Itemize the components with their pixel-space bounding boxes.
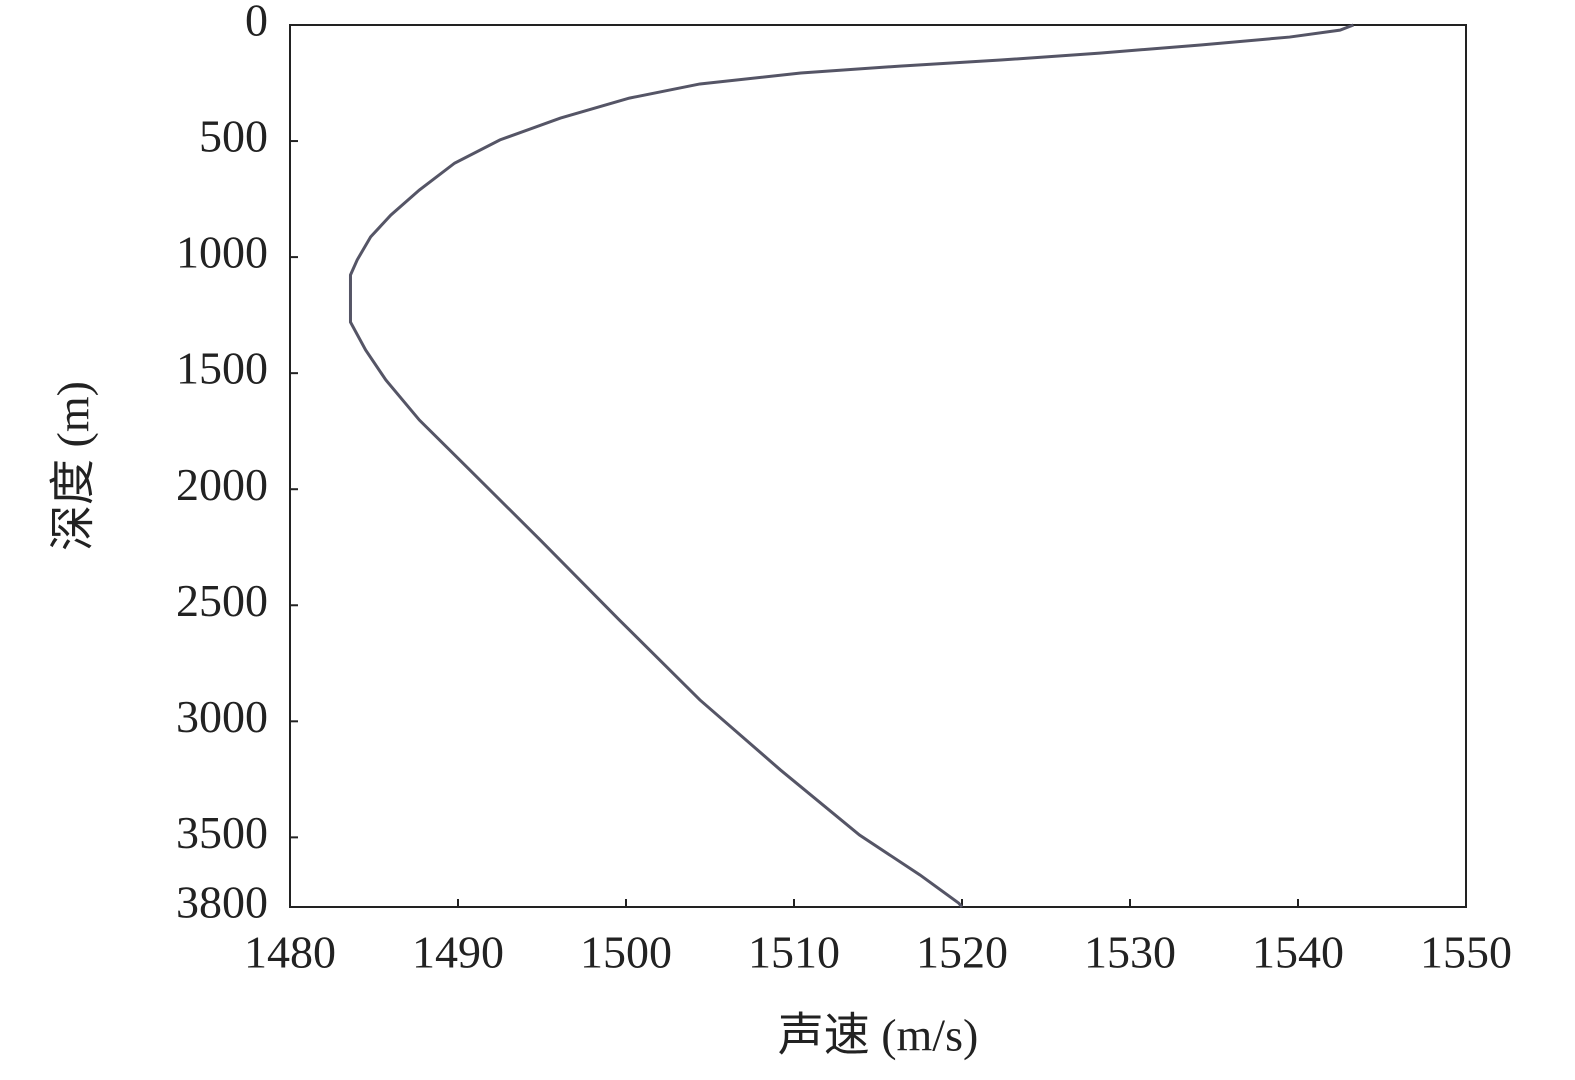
y-tick-label: 2500	[176, 575, 268, 626]
plot-frame	[289, 24, 1467, 908]
y-tick-label: 3500	[176, 807, 268, 858]
y-axis-title: 深度 (m)	[48, 381, 99, 551]
y-tick-label: 0	[245, 0, 268, 46]
profile-line	[348, 23, 1354, 908]
y-tick-label: 3800	[176, 877, 268, 928]
x-tick-label: 1530	[1084, 927, 1176, 978]
y-tick-label: 2000	[176, 459, 268, 510]
y-tick-label: 3000	[176, 691, 268, 742]
x-tick-label: 1480	[244, 927, 336, 978]
y-tick-label: 500	[199, 111, 268, 162]
y-tick-label: 1500	[176, 343, 268, 394]
x-tick-label: 1540	[1252, 927, 1344, 978]
x-tick-label: 1520	[916, 927, 1008, 978]
x-tick-label: 1490	[412, 927, 504, 978]
x-tick-label: 1500	[580, 927, 672, 978]
y-tick-label: 1000	[176, 227, 268, 278]
x-tick-label: 1550	[1420, 927, 1512, 978]
x-axis-title: 声速 (m/s)	[778, 1010, 979, 1061]
x-tick-label: 1510	[748, 927, 840, 978]
